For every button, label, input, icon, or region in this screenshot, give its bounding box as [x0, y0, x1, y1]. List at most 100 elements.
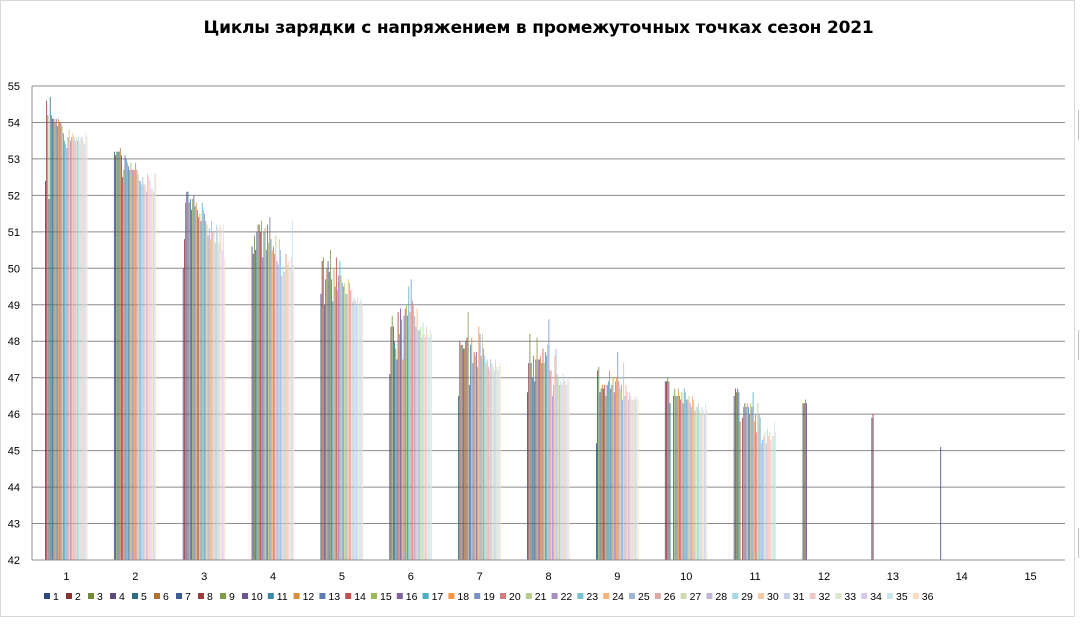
- bar: [479, 333, 481, 560]
- bar: [550, 370, 552, 560]
- bar: [458, 395, 460, 560]
- bar: [145, 191, 147, 561]
- bar: [321, 261, 323, 560]
- bar: [186, 191, 188, 561]
- bar: [541, 363, 543, 560]
- legend-swatch: [474, 593, 481, 599]
- bar: [690, 406, 692, 560]
- bar: [345, 293, 347, 560]
- bar: [427, 333, 429, 560]
- resize-handle-right-top[interactable]: [1078, 110, 1089, 140]
- bar: [184, 239, 185, 560]
- legend-swatch: [422, 593, 429, 599]
- bar: [140, 180, 141, 561]
- legend-swatch: [319, 593, 326, 599]
- bar: [487, 366, 489, 560]
- bar: [485, 363, 487, 560]
- resize-handle-right-bottom[interactable]: [1078, 528, 1089, 558]
- bar: [134, 169, 135, 561]
- bar: [408, 286, 410, 560]
- bar: [940, 446, 942, 560]
- bar: [213, 231, 215, 560]
- legend-label: 1: [53, 591, 59, 603]
- bar: [286, 253, 287, 560]
- resize-handle-right-middle[interactable]: [1078, 330, 1089, 360]
- bar: [340, 275, 342, 560]
- bar: [764, 432, 766, 560]
- x-tick-label: 9: [614, 571, 620, 583]
- bar: [411, 301, 413, 560]
- legend-label: 6: [163, 591, 169, 603]
- bar: [470, 344, 471, 560]
- bar: [689, 403, 691, 560]
- bar: [463, 348, 464, 560]
- bar: [60, 122, 62, 561]
- bar: [51, 115, 52, 561]
- bar: [490, 359, 492, 560]
- y-tick-label: 52: [8, 190, 20, 202]
- bar: [563, 381, 565, 560]
- bar: [489, 370, 490, 560]
- x-tick-label: 1: [63, 571, 69, 583]
- bar: [606, 384, 608, 560]
- bar: [483, 348, 484, 560]
- x-tick-label: 3: [201, 571, 207, 583]
- bar: [135, 162, 137, 560]
- bar: [401, 319, 403, 560]
- bar: [125, 158, 127, 561]
- bar: [695, 406, 697, 560]
- legend-label: 36: [922, 591, 934, 603]
- legend-swatch: [88, 593, 94, 599]
- x-tick-label: 14: [956, 571, 968, 583]
- bar: [775, 432, 777, 560]
- bar: [629, 392, 631, 560]
- bar: [617, 352, 619, 560]
- bar: [197, 209, 198, 560]
- bar: [150, 188, 152, 560]
- bar: [56, 126, 58, 561]
- bar: [391, 315, 393, 560]
- bar: [274, 253, 276, 560]
- legend-swatch: [680, 593, 687, 599]
- bar: [492, 366, 494, 560]
- bar: [77, 140, 78, 560]
- bar: [151, 188, 153, 560]
- bar: [220, 228, 222, 560]
- bar: [265, 250, 267, 560]
- bar: [755, 414, 756, 560]
- bar: [669, 403, 671, 560]
- bar: [47, 115, 49, 561]
- bar: [599, 392, 601, 560]
- bar: [71, 137, 72, 561]
- bar: [474, 355, 476, 560]
- bar: [632, 399, 634, 560]
- bar: [208, 228, 210, 560]
- bar: [263, 231, 265, 560]
- bar: [460, 344, 462, 560]
- legend-swatch: [732, 593, 739, 599]
- legend-swatch: [448, 593, 455, 599]
- bar: [86, 137, 88, 561]
- bar: [131, 169, 133, 561]
- bar: [630, 395, 632, 560]
- y-tick-label: 54: [8, 117, 20, 129]
- legend-swatch: [783, 593, 790, 599]
- legend-label: 32: [819, 591, 831, 603]
- bar: [547, 344, 549, 560]
- bar: [423, 333, 425, 560]
- bar: [147, 173, 148, 560]
- bar: [549, 370, 551, 560]
- bar: [64, 140, 65, 560]
- bar: [540, 355, 541, 560]
- bar: [81, 137, 83, 561]
- bar: [751, 406, 753, 560]
- bar: [352, 301, 354, 560]
- legend-label: 30: [767, 591, 779, 603]
- bar: [394, 341, 395, 560]
- bar: [680, 399, 682, 560]
- bar: [612, 377, 614, 560]
- legend-swatch: [861, 593, 868, 599]
- bar: [123, 169, 125, 561]
- bar: [328, 271, 330, 560]
- legend-label: 26: [664, 591, 676, 603]
